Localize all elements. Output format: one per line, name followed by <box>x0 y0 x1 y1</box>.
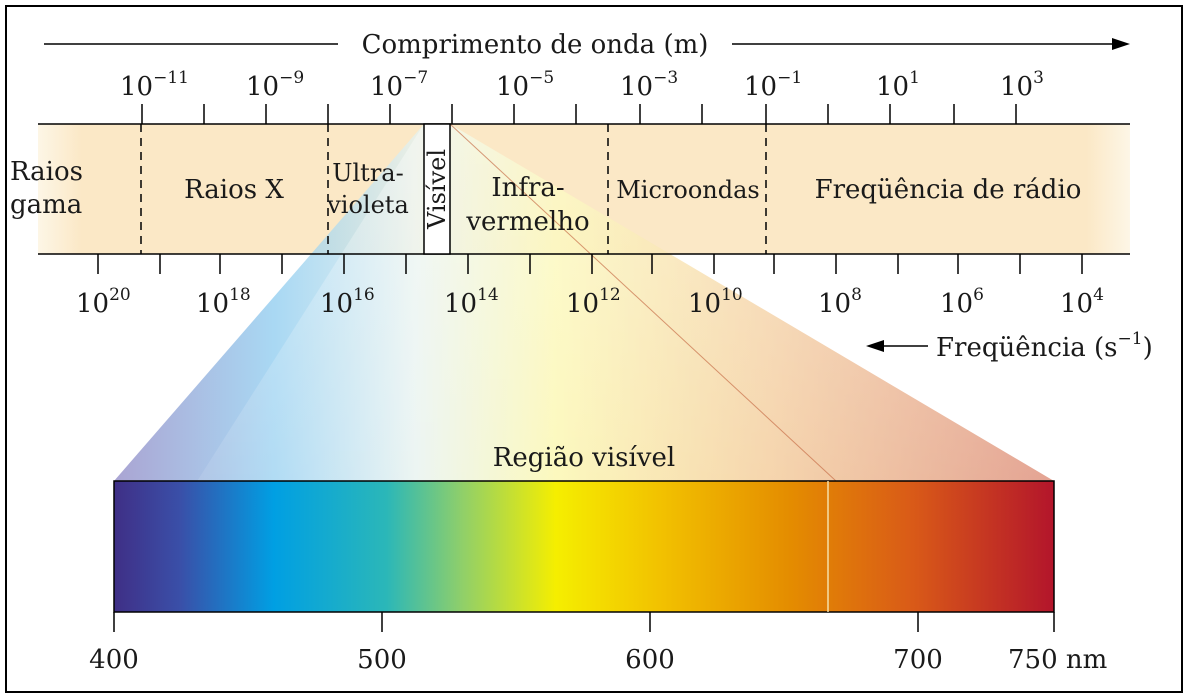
visible-tick-label: 750 nm <box>1008 645 1107 675</box>
region-dividers <box>140 124 767 254</box>
frequency-tick-label: 1010 <box>688 285 743 319</box>
wavelength-tick-label: 10−9 <box>246 68 304 102</box>
visible-region-title: Região visível <box>493 443 675 473</box>
region-gamma-label-line1: Raios <box>10 157 83 187</box>
wavelength-tick-label: 103 <box>1000 68 1044 102</box>
fan-edge-line <box>449 123 837 482</box>
wavelength-tick-label: 10−1 <box>744 68 802 102</box>
frequency-tick-label: 1020 <box>76 285 131 319</box>
region-uv-label-line2: violeta <box>326 191 409 219</box>
wavelength-tick-label: 10−5 <box>496 68 554 102</box>
wavelength-tick-labels: 10−11 10−9 10−7 10−5 10−3 10−1 101 103 <box>120 68 1044 102</box>
wavelength-tick-label: 101 <box>876 68 920 102</box>
region-radio-label: Freqüência de rádio <box>815 175 1082 205</box>
visible-bar-ticks <box>113 612 1055 632</box>
visible-tick-label: 700 <box>893 645 943 675</box>
wavelength-tick-label: 10−3 <box>620 68 678 102</box>
frequency-tick-label: 1018 <box>196 285 251 319</box>
frequency-tick-label: 1016 <box>320 285 375 319</box>
region-uv-label-line1: Ultra- <box>332 159 403 187</box>
frequency-tick-marks <box>97 254 1083 274</box>
wavelength-tick-marks <box>141 104 1017 124</box>
region-ir-label-line2: vermelho <box>465 207 589 237</box>
wavelength-arrow-head <box>1112 38 1130 50</box>
frequency-tick-labels: 1020 1018 1016 1014 1012 1010 108 106 10… <box>76 285 1104 319</box>
wavelength-tick-label: 10−11 <box>120 68 189 102</box>
visible-spectrum-bar <box>113 480 1055 613</box>
frequency-tick-label: 1014 <box>444 285 499 319</box>
visible-bar-tick-labels: 400 500 600 700 750 nm <box>89 645 1107 675</box>
outer-frame <box>5 5 1183 693</box>
region-visible-label: Visível <box>423 149 451 230</box>
frequency-tick-label: 104 <box>1060 285 1104 319</box>
frequency-axis-title: Freqüência (s−1) <box>936 329 1153 363</box>
wavelength-tick-label: 10−7 <box>370 68 428 102</box>
wavelength-axis-title: Comprimento de onda (m) <box>362 30 709 60</box>
region-gamma-label-line2: gama <box>10 190 82 220</box>
region-microwave-label: Microondas <box>616 176 760 204</box>
frequency-tick-label: 106 <box>940 285 984 319</box>
frequency-tick-label: 1012 <box>566 285 621 319</box>
visible-tick-label: 400 <box>89 645 139 675</box>
frequency-tick-label: 108 <box>818 285 862 319</box>
visible-tick-label: 500 <box>357 645 407 675</box>
visible-tick-label: 600 <box>625 645 675 675</box>
visible-slit <box>423 123 451 255</box>
region-ir-label-line1: Infra- <box>491 173 564 203</box>
frequency-arrow-head <box>866 340 884 352</box>
region-xray-label: Raios X <box>184 175 284 205</box>
